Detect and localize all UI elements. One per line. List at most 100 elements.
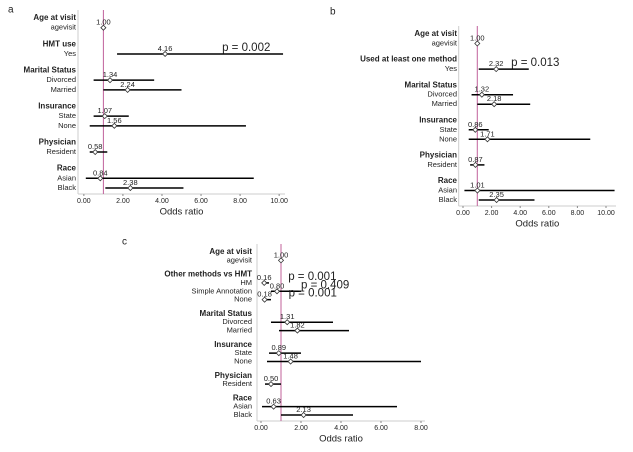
row-label: State xyxy=(439,125,457,134)
point-estimate xyxy=(474,187,481,194)
value-label: 1.01 xyxy=(470,180,485,189)
value-label: 0.50 xyxy=(264,374,279,383)
x-tick-label: 8.00 xyxy=(571,210,585,217)
value-label: 0.58 xyxy=(88,142,103,151)
x-tick-label: 2.00 xyxy=(294,425,308,432)
row-label: Married xyxy=(51,85,76,94)
row-label: Married xyxy=(227,326,252,335)
value-label: 1.32 xyxy=(475,85,490,94)
group-header: Physician xyxy=(39,137,76,146)
point-estimate xyxy=(101,113,108,120)
value-label: 0.63 xyxy=(266,397,281,406)
row-label: Divorced xyxy=(46,75,76,84)
group-header: Age at visit xyxy=(209,247,252,256)
value-label: 1.34 xyxy=(103,70,118,79)
x-tick-label: 8.00 xyxy=(414,425,428,432)
point-estimate xyxy=(100,24,107,31)
value-label: 1.00 xyxy=(470,33,485,42)
row-label: Black xyxy=(439,195,458,204)
point-estimate xyxy=(287,358,294,365)
x-tick-label: 4.00 xyxy=(334,425,348,432)
group-header: Marital Status xyxy=(24,66,77,75)
x-axis-title: Odds ratio xyxy=(515,219,559,230)
value-label: 1.82 xyxy=(290,321,305,330)
row-label: None xyxy=(439,134,457,143)
x-tick-label: 0.00 xyxy=(456,210,470,217)
row-label: agevisit xyxy=(432,38,458,47)
row-label: HM xyxy=(240,278,252,287)
row-label: Asian xyxy=(57,173,76,182)
row-label: None xyxy=(234,356,252,365)
x-tick-label: 0.00 xyxy=(77,198,91,205)
x-tick-label: 8.00 xyxy=(233,198,247,205)
x-axis-title: Odds ratio xyxy=(319,434,363,445)
panel-label: a xyxy=(8,5,14,16)
point-estimate xyxy=(493,66,500,73)
point-estimate xyxy=(261,296,268,303)
point-estimate xyxy=(97,175,104,182)
point-estimate xyxy=(493,196,500,204)
row-label: Black xyxy=(234,410,253,419)
point-estimate xyxy=(267,381,275,388)
point-estimate xyxy=(270,403,277,410)
point-estimate xyxy=(484,136,491,143)
value-label: 2.18 xyxy=(487,94,502,103)
point-estimate xyxy=(478,91,485,98)
point-estimate xyxy=(284,319,291,326)
value-label: 0.18 xyxy=(257,290,272,299)
x-tick-label: 6.00 xyxy=(542,210,556,217)
row-label: Simple Annotation xyxy=(192,286,252,295)
x-tick-label: 4.00 xyxy=(155,198,169,205)
x-tick-label: 0.00 xyxy=(254,425,268,432)
value-label: 0.16 xyxy=(257,273,272,282)
point-estimate xyxy=(261,279,268,286)
panel-label: b xyxy=(330,7,336,18)
point-estimate xyxy=(273,288,281,295)
group-header: Age at visit xyxy=(33,13,76,22)
p-value: p = 0.001 xyxy=(289,288,337,300)
group-header: Physician xyxy=(420,151,457,160)
point-estimate xyxy=(111,122,118,129)
x-tick-label: 6.00 xyxy=(194,198,208,205)
group-header: Marital Status xyxy=(200,309,253,318)
point-estimate xyxy=(124,86,131,93)
value-label: 4.16 xyxy=(158,44,173,53)
point-estimate xyxy=(127,184,134,192)
row-label: Black xyxy=(58,183,77,192)
p-value: p = 0.013 xyxy=(511,57,559,69)
x-tick-label: 4.00 xyxy=(513,210,527,217)
row-label: Yes xyxy=(64,49,76,58)
row-label: None xyxy=(58,121,76,130)
group-header: Used at least one method xyxy=(360,55,457,64)
value-label: 1.07 xyxy=(97,106,112,115)
point-estimate xyxy=(275,350,282,357)
row-label: Divorced xyxy=(427,90,457,99)
panel-label: c xyxy=(122,237,127,248)
row-label: agevisit xyxy=(51,23,77,32)
value-label: 1.48 xyxy=(283,351,298,360)
value-label: 2.13 xyxy=(296,405,311,414)
value-label: 0.87 xyxy=(468,155,483,164)
group-header: Age at visit xyxy=(414,29,457,38)
group-header: Marital Status xyxy=(405,80,458,89)
point-estimate xyxy=(106,77,114,84)
row-label: agevisit xyxy=(227,255,253,264)
x-tick-label: 2.00 xyxy=(485,210,499,217)
row-label: Resident xyxy=(427,160,458,169)
value-label: 0.86 xyxy=(468,120,483,129)
point-estimate xyxy=(474,40,481,47)
group-header: Physician xyxy=(215,371,252,380)
row-label: Married xyxy=(432,99,457,108)
row-label: Resident xyxy=(222,379,253,388)
value-label: 1.00 xyxy=(96,18,111,27)
row-label: Resident xyxy=(46,147,77,156)
value-label: 2.35 xyxy=(489,190,504,199)
point-estimate xyxy=(162,50,169,58)
x-tick-label: 2.00 xyxy=(116,198,130,205)
value-label: 0.89 xyxy=(271,343,286,352)
p-value: p = 0.002 xyxy=(222,42,270,54)
x-tick-label: 10.00 xyxy=(597,210,615,217)
row-label: Divorced xyxy=(222,317,252,326)
group-header: Race xyxy=(233,393,253,402)
